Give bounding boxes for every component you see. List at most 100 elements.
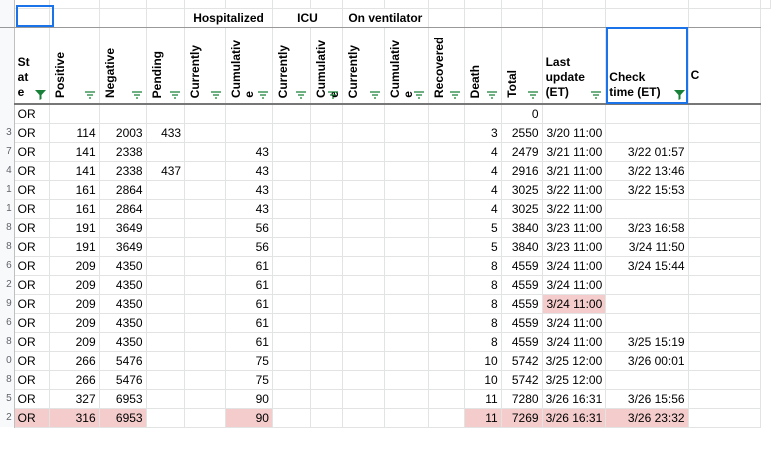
cell-pending[interactable]: 433 bbox=[145, 122, 186, 143]
cell-icu-cum[interactable] bbox=[309, 312, 344, 333]
cell-vent-current[interactable] bbox=[342, 198, 386, 219]
cell-vent-cum[interactable] bbox=[384, 122, 429, 143]
cell-hosp-cum[interactable]: 43 bbox=[225, 179, 273, 200]
cell-hosp-cum[interactable]: 61 bbox=[225, 255, 273, 276]
cell-last-update[interactable] bbox=[541, 103, 607, 124]
cell-check-time[interactable]: 3/26 00:01 bbox=[605, 350, 689, 371]
cell-death[interactable]: 8 bbox=[463, 255, 502, 276]
filter-icon[interactable] bbox=[449, 91, 461, 99]
cell-vent-current[interactable] bbox=[342, 103, 386, 124]
cell-hosp-cum[interactable] bbox=[225, 103, 273, 124]
row-number[interactable]: 6 bbox=[0, 313, 15, 332]
filter-icon[interactable] bbox=[327, 91, 339, 99]
header-death[interactable]: Death bbox=[463, 26, 502, 105]
cell-last-update[interactable]: 3/21 11:00 bbox=[541, 141, 607, 162]
cell-positive[interactable]: 141 bbox=[49, 141, 100, 162]
cell-positive[interactable]: 209 bbox=[49, 293, 100, 314]
header-next-column[interactable]: C bbox=[687, 26, 761, 105]
cell-icu-current[interactable] bbox=[271, 160, 311, 181]
header-total[interactable]: Total bbox=[500, 26, 543, 105]
cell-last-update[interactable]: 3/26 16:31 bbox=[541, 407, 607, 428]
cell-next[interactable] bbox=[687, 350, 761, 371]
cell-pending[interactable] bbox=[145, 312, 186, 333]
cell-check-time[interactable]: 3/26 15:56 bbox=[605, 388, 689, 409]
cell-icu-current[interactable] bbox=[271, 122, 311, 143]
header-vent-current[interactable]: Currently bbox=[342, 26, 386, 105]
cell-next[interactable] bbox=[687, 407, 761, 428]
cell-recovered[interactable] bbox=[427, 407, 465, 428]
cell-hosp-cum[interactable]: 75 bbox=[225, 350, 273, 371]
cell-icu-current[interactable] bbox=[271, 312, 311, 333]
cell-state[interactable]: OR bbox=[13, 369, 51, 390]
cell-recovered[interactable] bbox=[427, 160, 465, 181]
cell-vent-current[interactable] bbox=[342, 293, 386, 314]
row-number[interactable]: 3 bbox=[0, 123, 15, 142]
cell-icu-cum[interactable] bbox=[309, 217, 344, 238]
cell-icu-cum[interactable] bbox=[309, 160, 344, 181]
cell-pending[interactable] bbox=[145, 236, 186, 257]
cell-death[interactable]: 10 bbox=[463, 369, 502, 390]
cell-vent-current[interactable] bbox=[342, 388, 386, 409]
cell-last-update[interactable]: 3/26 16:31 bbox=[541, 388, 607, 409]
cell-vent-current[interactable] bbox=[342, 407, 386, 428]
cell-pending[interactable]: 437 bbox=[145, 160, 186, 181]
cell-last-update[interactable]: 3/25 12:00 bbox=[541, 350, 607, 371]
cell-vent-current[interactable] bbox=[342, 141, 386, 162]
cell-hosp-cum[interactable] bbox=[225, 122, 273, 143]
cell-next[interactable] bbox=[687, 312, 761, 333]
cell-hosp-cum[interactable]: 61 bbox=[225, 293, 273, 314]
cell-recovered[interactable] bbox=[427, 103, 465, 124]
cell-last-update[interactable]: 3/20 11:00 bbox=[541, 122, 607, 143]
filter-icon[interactable] bbox=[486, 91, 498, 99]
cell-negative[interactable]: 4350 bbox=[98, 312, 147, 333]
cell-next[interactable] bbox=[687, 331, 761, 352]
cell-total[interactable]: 5742 bbox=[500, 369, 543, 390]
cell-icu-current[interactable] bbox=[271, 255, 311, 276]
cell-hosp-cum[interactable]: 90 bbox=[225, 407, 273, 428]
cell-recovered[interactable] bbox=[427, 350, 465, 371]
row-number[interactable]: 4 bbox=[0, 161, 15, 180]
cell-icu-current[interactable] bbox=[271, 293, 311, 314]
cell-vent-current[interactable] bbox=[342, 160, 386, 181]
cell-hosp-cum[interactable]: 90 bbox=[225, 388, 273, 409]
cell-pending[interactable] bbox=[145, 255, 186, 276]
cell-positive[interactable]: 209 bbox=[49, 255, 100, 276]
cell-death[interactable]: 8 bbox=[463, 274, 502, 295]
cell-total[interactable]: 4559 bbox=[500, 293, 543, 314]
cell-icu-current[interactable] bbox=[271, 141, 311, 162]
filter-icon[interactable] bbox=[131, 91, 143, 99]
cell-vent-cum[interactable] bbox=[384, 312, 429, 333]
cell-next[interactable] bbox=[687, 293, 761, 314]
cell-hosp-current[interactable] bbox=[184, 103, 227, 124]
cell-hosp-current[interactable] bbox=[184, 312, 227, 333]
cell-recovered[interactable] bbox=[427, 122, 465, 143]
filter-icon[interactable] bbox=[210, 91, 222, 99]
cell-state[interactable]: OR bbox=[13, 312, 51, 333]
cell-positive[interactable]: 209 bbox=[49, 312, 100, 333]
cell-icu-current[interactable] bbox=[271, 103, 311, 124]
cell-pending[interactable] bbox=[145, 179, 186, 200]
cell-negative[interactable]: 5476 bbox=[98, 350, 147, 371]
cell-death[interactable]: 4 bbox=[463, 198, 502, 219]
cell-positive[interactable]: 191 bbox=[49, 217, 100, 238]
cell-hosp-current[interactable] bbox=[184, 236, 227, 257]
cell-total[interactable]: 4559 bbox=[500, 331, 543, 352]
cell-check-time[interactable] bbox=[605, 274, 689, 295]
cell-icu-cum[interactable] bbox=[309, 103, 344, 124]
cell-state[interactable]: OR bbox=[13, 407, 51, 428]
cell-hosp-cum[interactable]: 61 bbox=[225, 274, 273, 295]
cell-icu-cum[interactable] bbox=[309, 179, 344, 200]
header-last-update[interactable]: Last update (ET) bbox=[541, 26, 607, 105]
cell-total[interactable]: 4559 bbox=[500, 274, 543, 295]
cell-last-update[interactable]: 3/24 11:00 bbox=[541, 312, 607, 333]
cell-last-update[interactable]: 3/23 11:00 bbox=[541, 217, 607, 238]
cell-negative[interactable] bbox=[98, 103, 147, 124]
cell-recovered[interactable] bbox=[427, 331, 465, 352]
cell-total[interactable]: 2916 bbox=[500, 160, 543, 181]
header-hosp-cumulative[interactable]: Cumulativ e bbox=[225, 26, 273, 105]
cell-vent-cum[interactable] bbox=[384, 160, 429, 181]
cell-next[interactable] bbox=[687, 198, 761, 219]
cell-icu-current[interactable] bbox=[271, 388, 311, 409]
cell-positive[interactable] bbox=[49, 103, 100, 124]
